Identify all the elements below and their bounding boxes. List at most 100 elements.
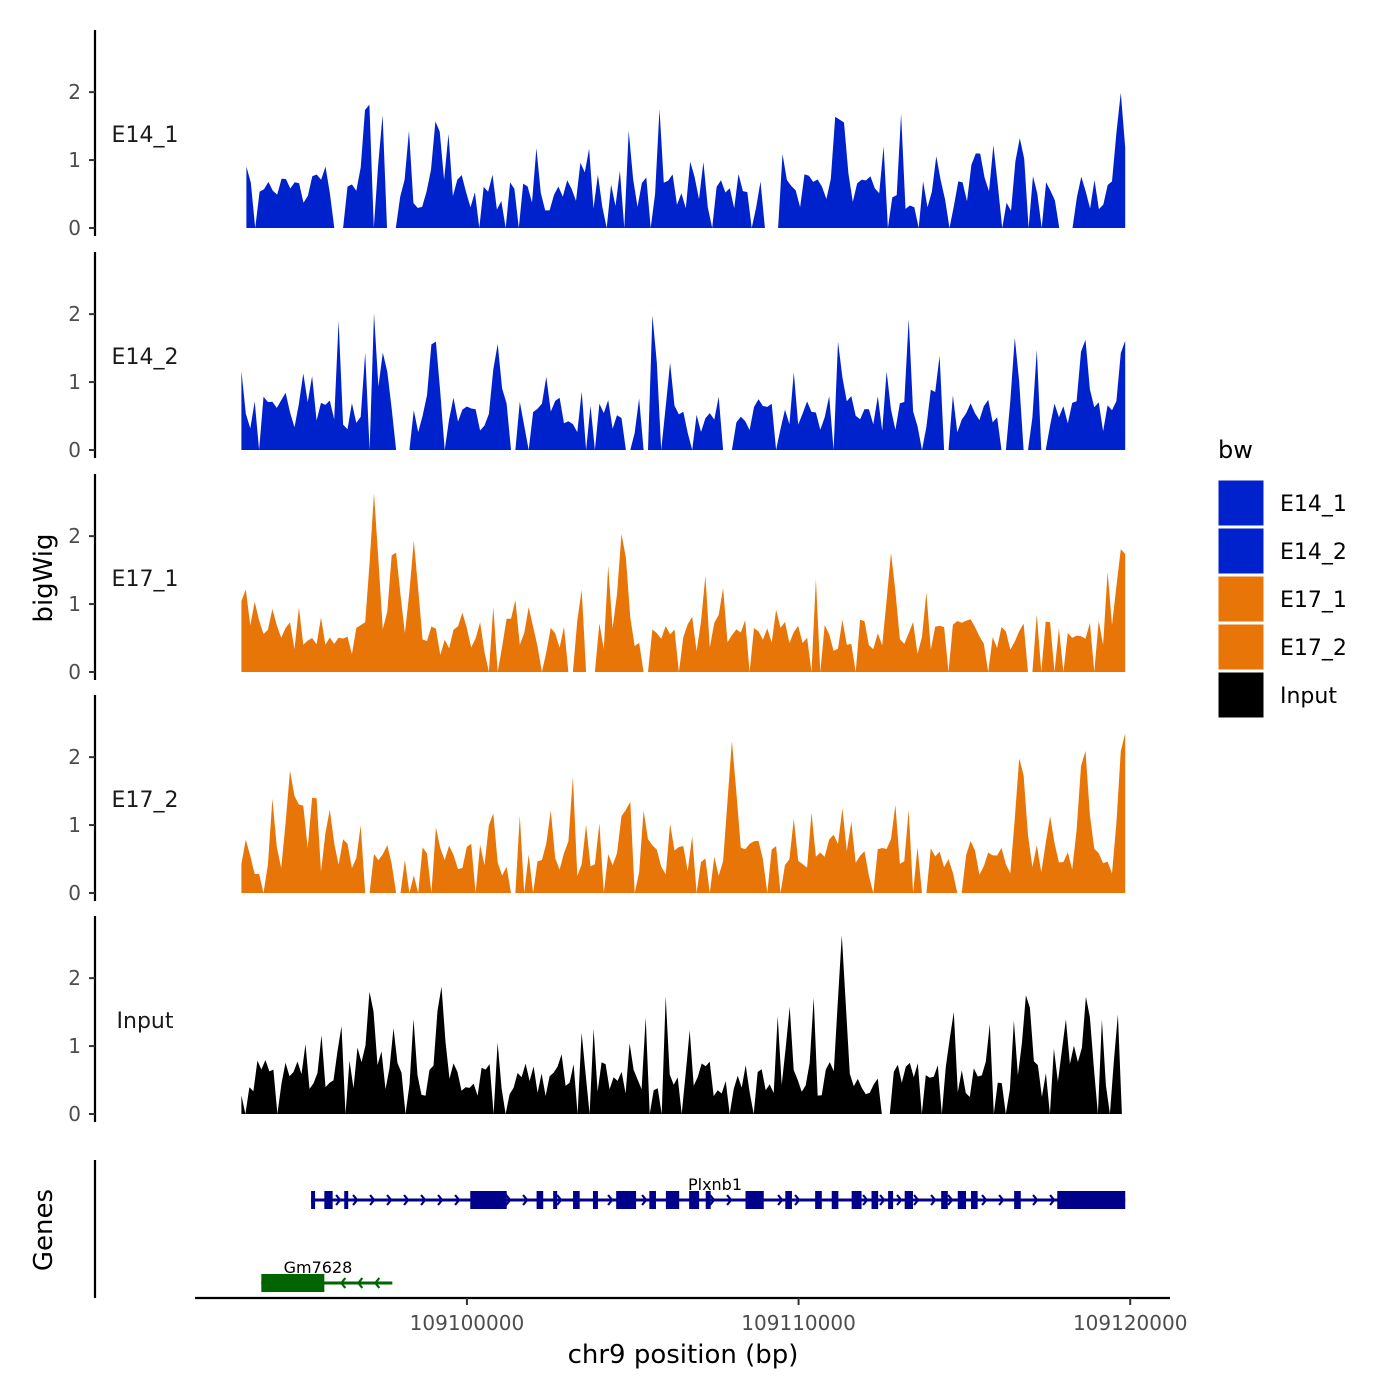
x-tick-label: 109120000 [1073,1311,1188,1335]
coverage-area-E14_1 [246,92,1126,228]
strand-arrow [981,1194,988,1206]
y-tick-label: 2 [68,302,81,326]
strand-arrow [369,1194,376,1206]
exon [616,1191,637,1209]
strand-arrow [709,1194,716,1206]
strand-arrow [930,1194,937,1206]
y-tick-label: 0 [68,660,81,684]
gene-Gm7628: Gm7628 [261,1258,393,1292]
legend-label-E17_2: E17_2 [1280,636,1347,661]
exon [888,1191,894,1209]
strand-arrow [352,1194,359,1206]
exon [649,1191,656,1209]
exon [957,1191,967,1209]
y-tick-label: 1 [68,148,81,172]
x-tick-label: 109100000 [410,1311,525,1335]
strand-arrow [913,1194,920,1206]
legend-label-E17_1: E17_1 [1280,588,1347,613]
y-tick-label: 0 [68,1102,81,1126]
exon [831,1191,839,1209]
legend-label-E14_2: E14_2 [1280,540,1347,565]
panel-label-E14_2: E14_2 [112,345,179,370]
panel-Input: 0 1 2 Input [68,916,1122,1126]
exon [592,1191,598,1209]
exon [553,1191,558,1209]
coverage-area-Input [241,935,1122,1114]
strand-arrow [777,1194,784,1206]
legend-label-Input: Input [1280,684,1337,709]
strand-arrow [335,1194,342,1206]
y-tick-label: 1 [68,813,81,837]
panel-E14_1: 0 1 2 E14_1 [68,30,1126,240]
exon [871,1191,879,1209]
panel-E17_1: 0 1 2 E17_1 [68,474,1126,684]
strand-arrow [454,1194,461,1206]
exon [344,1191,349,1209]
strand-arrow [726,1194,733,1206]
exon [904,1191,913,1209]
gene-label-Plxnb1: Plxnb1 [688,1175,742,1194]
legend-swatch-Input [1217,671,1265,719]
strand-arrow [556,1194,563,1206]
panel-E17_2: 0 1 2 E17_2 [68,695,1126,905]
x-axis: 109100000 109110000 109120000 [195,1296,1188,1335]
strand-arrow [356,1277,364,1289]
strand-arrow [1032,1194,1039,1206]
exon [971,1191,978,1209]
panel-label-E14_1: E14_1 [112,123,179,148]
strand-arrow [794,1194,801,1206]
legend-title: bw [1218,436,1253,464]
strand-arrow [373,1277,381,1289]
exon [536,1191,544,1209]
y-axis-title: bigWig [29,533,59,622]
strand-arrow [505,1194,512,1206]
exon [665,1191,680,1209]
strand-arrow [386,1194,393,1206]
strand-arrow [522,1194,529,1206]
gene-Plxnb1: Plxnb1 [311,1175,1126,1209]
genes-track-title: Genes [29,1189,59,1271]
exon [311,1191,316,1209]
exon [705,1191,711,1209]
y-tick-label: 0 [68,881,81,905]
panel-label-Input: Input [117,1009,174,1034]
y-tick-label: 1 [68,1034,81,1058]
panel-label-E17_2: E17_2 [112,788,179,813]
y-tick-label: 0 [68,438,81,462]
genes-track: Plxnb1 Gm7628 [93,1160,1126,1298]
y-tick-label: 1 [68,592,81,616]
exon [324,1191,333,1209]
exon [1014,1191,1021,1209]
legend-swatch-E17_2 [1217,623,1265,671]
strand-arrow [896,1194,903,1206]
strand-arrow [403,1194,410,1206]
exon [941,1191,948,1209]
exon [745,1191,764,1209]
strand-arrow [339,1277,347,1289]
y-tick-label: 2 [68,80,81,104]
exon [815,1191,822,1209]
x-tick-label: 109110000 [741,1311,856,1335]
y-tick-label: 2 [68,524,81,548]
panel-E14_2: 0 1 2 E14_2 [68,252,1126,462]
coverage-area-E14_2 [241,313,1126,450]
strand-arrow [607,1194,614,1206]
strand-arrow [862,1194,869,1206]
exon [573,1191,580,1209]
panel-label-E17_1: E17_1 [112,567,179,592]
gene-label-Gm7628: Gm7628 [284,1258,353,1277]
strand-arrow [641,1194,648,1206]
legend-label-E14_1: E14_1 [1280,492,1347,517]
exon [261,1274,325,1292]
strand-arrow [437,1194,444,1206]
y-tick-label: 2 [68,745,81,769]
legend-swatch-E14_2 [1217,527,1265,575]
coverage-area-E17_2 [241,733,1126,893]
y-tick-label: 1 [68,370,81,394]
coverage-panels: 0 1 2 E14_1 0 1 2 E14_2 0 1 2 E17_1 0 1 2 E17_2 0 1 2 Input [68,30,1126,1126]
y-tick-label: 2 [68,966,81,990]
legend: bw E14_1 E14_2 E17_1 E17_2 Input [1217,436,1347,719]
x-axis-title: chr9 position (bp) [568,1340,799,1370]
exon [851,1191,862,1209]
